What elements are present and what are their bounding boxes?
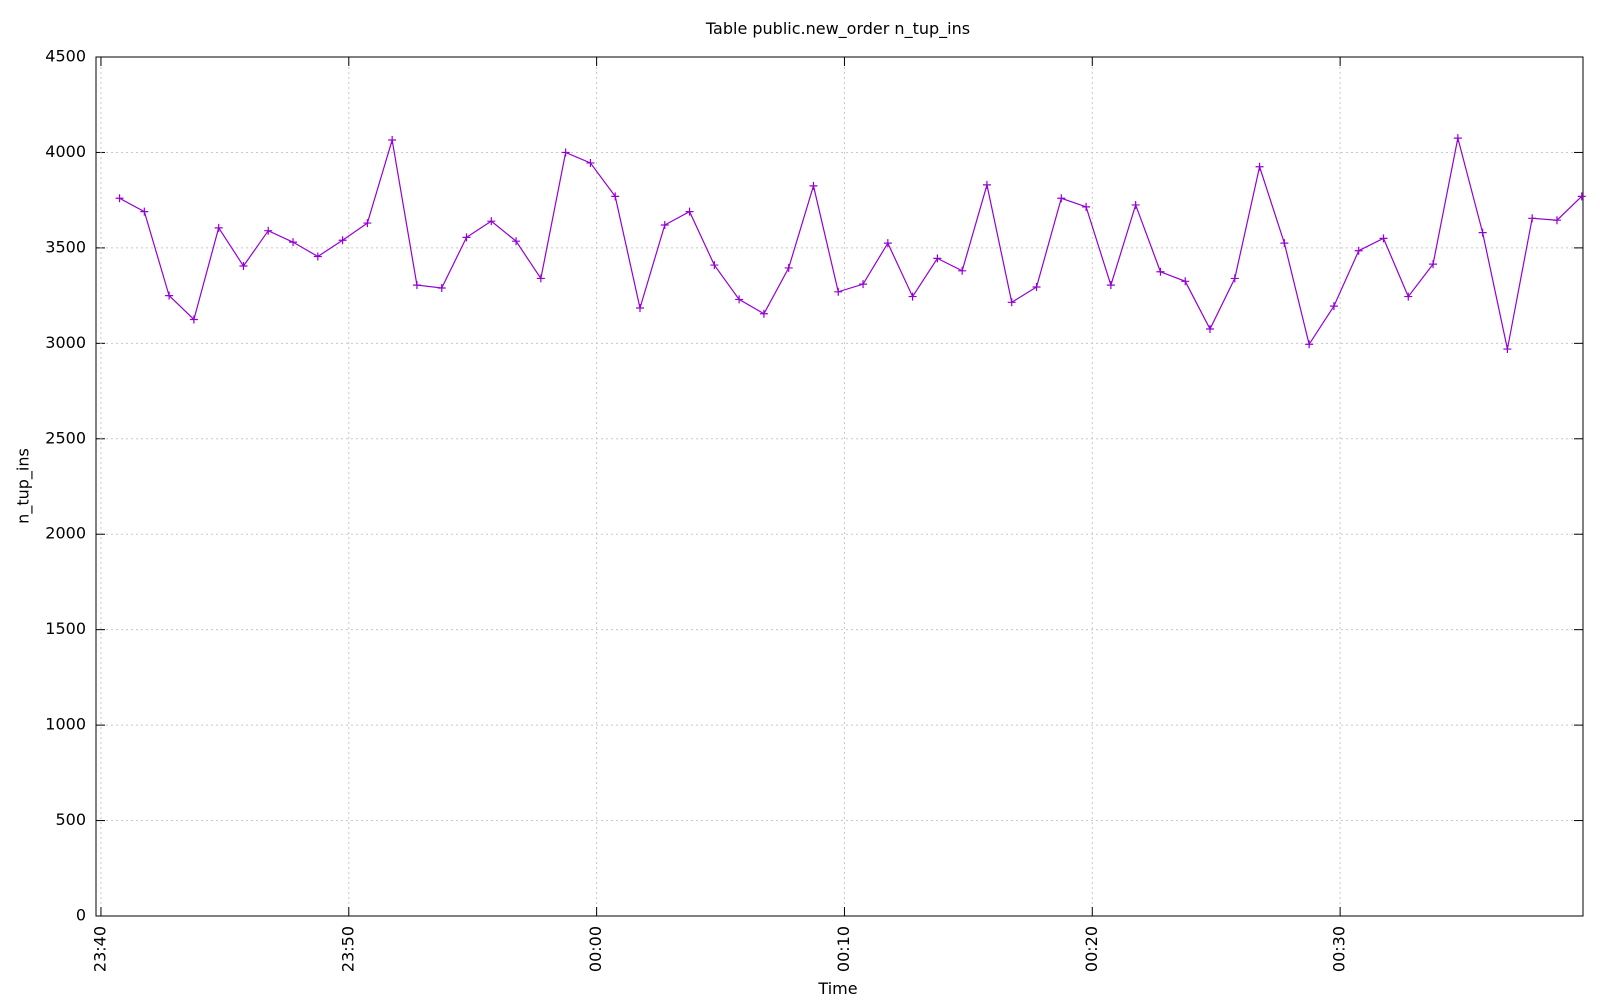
data-point [536,274,545,283]
data-point [1057,194,1066,203]
data-point [685,207,694,216]
data-point [1255,162,1264,171]
data-point [933,254,942,263]
x-tick-label: 00:00 [586,926,605,972]
x-tick-label: 00:30 [1330,926,1349,972]
x-tick-label: 00:20 [1082,926,1101,972]
y-tick-label: 0 [76,906,86,925]
data-point [239,262,248,271]
data-point [611,192,620,201]
data-point [412,281,421,290]
data-point [289,238,298,247]
data-point [1280,239,1289,248]
x-tick-label: 23:40 [90,926,109,972]
data-point [660,220,669,229]
y-tick-label: 1500 [45,619,86,638]
data-point [487,217,496,226]
data-point [759,309,768,318]
data-point [908,292,917,301]
data-point [1379,234,1388,243]
data-point [735,295,744,304]
data-point [1577,192,1586,201]
plot-border [95,56,1584,917]
data-point [1305,340,1314,349]
data-point [883,239,892,248]
data-line [119,137,1583,350]
data-point [214,223,223,232]
data-point [635,304,644,313]
y-tick-label: 3500 [45,237,86,256]
data-point [1503,345,1512,354]
data-point [1404,292,1413,301]
data-point [338,236,347,245]
data-point [1032,283,1041,292]
data-point [586,158,595,167]
data-point [437,283,446,292]
chart-title: Table public.new_order n_tup_ins [705,19,970,39]
data-point [1453,134,1462,143]
data-point [561,148,570,157]
data-point [1082,202,1091,211]
data-point [1329,302,1338,311]
data-point [710,261,719,270]
data-point [809,181,818,190]
y-tick-label: 2000 [45,524,86,543]
x-tick-label: 00:10 [834,926,853,972]
data-point [1230,274,1239,283]
data-point [313,252,322,261]
data-point [462,233,471,242]
data-point [1206,325,1215,334]
y-tick-label: 1000 [45,715,86,734]
data-point [859,280,868,289]
data-point [140,207,149,216]
data-point [834,287,843,296]
data-point [512,237,521,246]
x-axis-label: Time [817,979,857,998]
data-point [1552,216,1561,225]
data-point [1478,228,1487,237]
data-point [958,266,967,275]
data-point [982,180,991,189]
data-point [165,291,174,300]
data-point [1131,200,1140,209]
x-tick-label: 23:50 [338,926,357,972]
data-point [784,263,793,272]
y-tick-label: 2500 [45,428,86,447]
data-point [189,315,198,324]
y-tick-label: 4000 [45,142,86,161]
data-point [1106,281,1115,290]
data-point [1429,260,1438,269]
data-point [115,194,124,203]
y-axis-label: n_tup_ins [14,448,34,524]
data-point [388,136,397,145]
data-point [1156,267,1165,276]
data-point [363,219,372,228]
data-point [1007,298,1016,307]
data-point [1528,214,1537,223]
data-point [1181,277,1190,286]
data-point [264,226,273,235]
data-point [1354,246,1363,255]
y-tick-label: 500 [55,810,86,829]
y-tick-label: 4500 [45,47,86,66]
y-tick-label: 3000 [45,333,86,352]
